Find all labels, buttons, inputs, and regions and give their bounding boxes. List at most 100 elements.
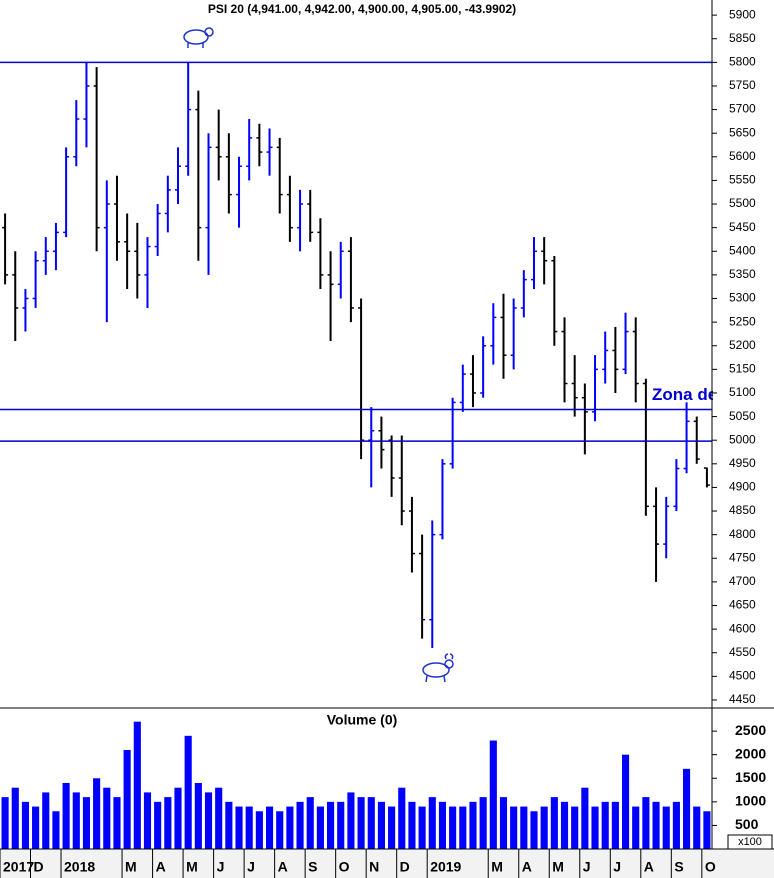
volume-bar xyxy=(621,754,630,849)
y-tick-label: 4700 xyxy=(729,574,756,588)
y-tick-label: 5650 xyxy=(729,125,756,139)
volume-bar xyxy=(347,792,355,849)
x-tick-label: A xyxy=(156,859,166,875)
y-tick-label: 5750 xyxy=(729,78,756,92)
y-tick-label: 4900 xyxy=(729,480,756,494)
y-tick-label: 4550 xyxy=(729,645,756,659)
volume-bar xyxy=(225,801,233,849)
volume-bar xyxy=(21,801,29,849)
y-tick-label: 1500 xyxy=(735,769,766,785)
y-tick-label: 5600 xyxy=(729,149,756,163)
volume-bar xyxy=(428,797,436,849)
y-tick-label: 5700 xyxy=(729,102,756,116)
y-tick-label: 2000 xyxy=(735,745,766,761)
volume-bar xyxy=(154,801,162,849)
volume-bar xyxy=(245,806,253,849)
y-tick-label: 1000 xyxy=(735,793,766,809)
y-tick-label: 4850 xyxy=(729,503,756,517)
volume-bar xyxy=(693,806,701,849)
y-tick-label: 5350 xyxy=(729,267,756,281)
volume-bar xyxy=(560,801,569,849)
y-tick-label: 4650 xyxy=(729,598,756,612)
volume-bar xyxy=(42,792,50,849)
volume-bar xyxy=(52,811,60,849)
bull-icon xyxy=(422,653,454,683)
y-tick-label: 4750 xyxy=(729,550,756,564)
volume-bar xyxy=(113,797,121,849)
x-tick-label: A xyxy=(278,859,288,875)
annotation: Zona de xyxy=(652,385,717,404)
volume-bar xyxy=(123,749,131,849)
volume-bar xyxy=(632,806,640,849)
volume-bar xyxy=(591,806,599,849)
y-tick-label: 500 xyxy=(735,816,759,832)
unit-box xyxy=(727,834,773,850)
volume-bar xyxy=(296,801,304,849)
volume-bar xyxy=(581,787,589,849)
volume-bar xyxy=(652,801,660,849)
volume-bar xyxy=(449,806,457,849)
volume-bar xyxy=(489,740,497,849)
x-tick-label: J xyxy=(583,859,591,875)
x-tick-label: 2018 xyxy=(64,859,95,875)
y-tick-label: 4600 xyxy=(729,621,756,635)
volume-bar xyxy=(672,801,680,849)
volume-bar xyxy=(32,806,40,849)
volume-bar xyxy=(316,806,324,849)
volume-bar xyxy=(306,797,314,849)
volume-bar xyxy=(184,735,192,849)
volume-bar xyxy=(265,806,274,849)
x-tick-label: N xyxy=(369,859,379,875)
y-tick-label: 5800 xyxy=(729,55,756,69)
y-tick-label: 4800 xyxy=(729,527,756,541)
y-tick-label: 5250 xyxy=(729,314,756,328)
x-tick-label: M xyxy=(125,859,137,875)
volume-bar xyxy=(499,797,508,849)
volume-bar xyxy=(215,787,223,849)
y-tick-label: 4950 xyxy=(729,456,756,470)
y-tick-label: 5400 xyxy=(729,243,756,257)
x-tick-label: A xyxy=(644,859,654,875)
x-tick-label: M xyxy=(186,859,198,875)
y-tick-label: 4500 xyxy=(729,669,756,683)
volume-bar xyxy=(337,801,345,849)
x-axis-panel xyxy=(0,849,774,878)
volume-bar xyxy=(550,797,558,849)
y-tick-label: 2500 xyxy=(735,722,766,738)
x-tick-label: 2019 xyxy=(430,859,461,875)
y-tick-label: 5200 xyxy=(729,338,756,352)
volume-bar xyxy=(520,806,528,849)
bear-icon xyxy=(183,27,214,48)
x-tick-label: 2017 xyxy=(3,859,34,875)
x-tick-label: S xyxy=(674,859,683,875)
volume-bar xyxy=(408,801,416,849)
volume-bar xyxy=(93,778,101,849)
volume-bar xyxy=(683,768,691,849)
x-tick-label: M xyxy=(491,859,503,875)
volume-bar xyxy=(143,792,152,849)
x-tick-label: J xyxy=(247,859,255,875)
x-tick-label: J xyxy=(217,859,225,875)
volume-bar xyxy=(601,801,609,849)
volume-bar xyxy=(204,792,213,849)
volume-bar xyxy=(367,797,375,849)
y-tick-label: 5550 xyxy=(729,173,756,187)
unit-label: x100 xyxy=(738,836,762,848)
volume-bar xyxy=(11,787,19,849)
x-tick-label: D xyxy=(400,859,410,875)
volume-bar xyxy=(1,797,9,849)
volume-bar xyxy=(611,801,619,849)
volume-bar xyxy=(438,801,447,849)
y-tick-label: 5500 xyxy=(729,196,756,210)
volume-bar xyxy=(286,806,294,849)
y-tick-label: 5050 xyxy=(729,409,756,423)
plot-area: Zona de xyxy=(0,61,717,849)
y-tick-label: 5100 xyxy=(729,385,756,399)
volume-bar xyxy=(133,721,141,849)
volume-bar xyxy=(194,782,202,849)
volume-title: Volume (0) xyxy=(327,712,398,728)
volume-bar xyxy=(459,806,467,849)
volume-bar xyxy=(255,811,263,849)
